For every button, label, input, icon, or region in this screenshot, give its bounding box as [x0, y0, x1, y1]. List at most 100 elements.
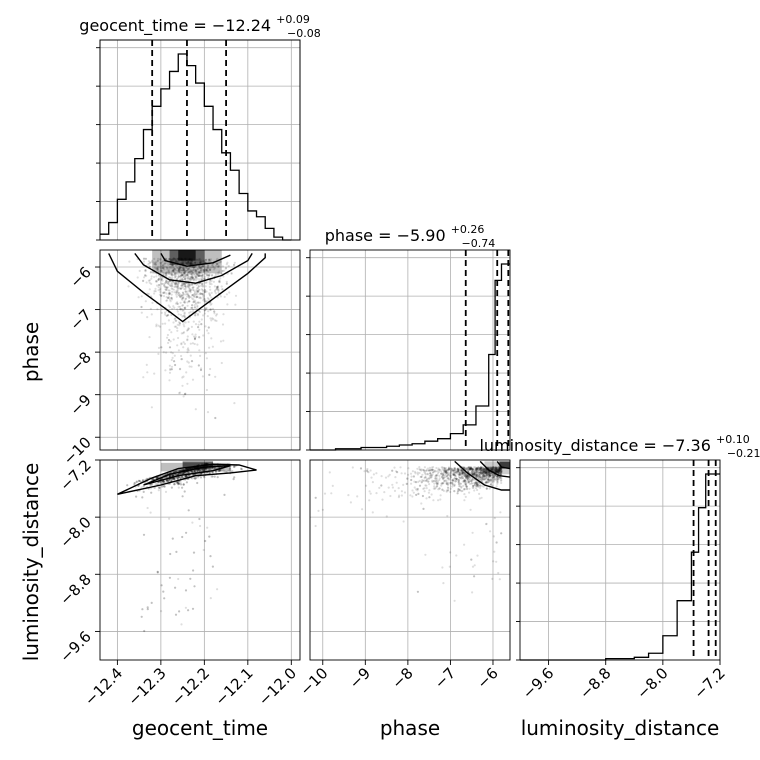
sample-point: [471, 467, 474, 470]
sample-point: [169, 300, 172, 303]
sample-point: [449, 481, 452, 485]
sample-point: [172, 305, 175, 308]
sample-point: [467, 467, 470, 470]
sample-point: [175, 282, 178, 285]
sample-point: [217, 469, 220, 473]
xlabel-phase: phase: [380, 716, 440, 740]
sample-point: [435, 480, 438, 483]
sample-point: [190, 266, 193, 269]
sample-point: [142, 490, 145, 493]
sample-point: [163, 480, 166, 483]
sample-point: [497, 466, 500, 469]
sample-point: [193, 337, 197, 340]
sample-point: [161, 276, 164, 279]
sample-point: [468, 467, 471, 470]
sample-point: [369, 469, 372, 472]
sample-point: [150, 483, 153, 486]
sample-point: [160, 481, 163, 484]
sample-point: [391, 469, 394, 472]
sample-point: [178, 305, 182, 308]
sample-point: [397, 487, 400, 490]
sample-point: [165, 299, 169, 302]
sample-point: [167, 478, 170, 482]
sample-point: [178, 294, 181, 297]
sample-point: [166, 333, 169, 337]
sample-point: [495, 470, 499, 474]
sample-point: [173, 477, 176, 480]
sample-point: [451, 468, 454, 471]
sample-point: [475, 471, 478, 474]
sample-point: [149, 511, 152, 514]
sample-point: [498, 469, 501, 472]
sample-point: [208, 267, 211, 270]
sample-point: [210, 337, 213, 340]
sample-point: [182, 273, 185, 276]
sample-point: [168, 283, 171, 286]
sample-point: [465, 481, 468, 484]
sample-point: [192, 266, 195, 269]
sample-point: [223, 269, 226, 272]
sample-point: [150, 261, 153, 264]
sample-point: [472, 478, 475, 481]
sample-point: [198, 270, 201, 274]
axes-frame: [519, 459, 721, 661]
sample-point: [456, 478, 459, 481]
sample-point: [455, 477, 458, 480]
sample-point: [206, 526, 209, 529]
sample-point: [205, 268, 208, 271]
sample-point: [182, 282, 185, 285]
sample-point: [203, 469, 206, 472]
sample-point: [451, 483, 454, 486]
sample-point: [195, 276, 198, 279]
sample-point: [167, 291, 171, 295]
sample-point: [157, 278, 160, 281]
sample-point: [140, 615, 143, 618]
sample-point: [126, 484, 129, 487]
sample-point: [168, 346, 172, 349]
sample-point: [164, 288, 167, 291]
sample-point: [471, 531, 474, 534]
sample-point: [488, 466, 491, 469]
sample-point: [215, 314, 218, 317]
sample-point: [495, 469, 498, 472]
sample-point: [218, 270, 221, 273]
sample-point: [471, 470, 474, 473]
sample-point: [455, 479, 458, 482]
sample-point: [484, 470, 487, 473]
sample-point: [431, 468, 434, 471]
sample-point: [474, 467, 477, 470]
sample-point: [184, 270, 187, 273]
sample-point: [400, 494, 403, 497]
sample-point: [197, 468, 200, 471]
sample-point: [175, 293, 178, 296]
sample-point: [174, 470, 177, 473]
sample-point: [172, 288, 175, 291]
sample-point: [471, 467, 474, 470]
sample-point: [482, 472, 485, 475]
sample-point: [178, 266, 181, 269]
sample-point: [487, 473, 490, 477]
sample-point: [464, 467, 467, 470]
sample-point: [476, 467, 479, 470]
sample-point: [478, 474, 481, 477]
sample-point: [457, 468, 460, 471]
sample-point: [474, 481, 477, 484]
sample-point: [171, 478, 174, 481]
sample-point: [195, 296, 198, 299]
sample-point: [498, 471, 501, 474]
sample-point: [468, 491, 471, 494]
sample-point: [176, 276, 180, 279]
sample-point: [452, 472, 455, 475]
sample-point: [494, 474, 497, 477]
sample-point: [462, 480, 466, 483]
sample-point: [455, 554, 458, 557]
sample-point: [198, 271, 201, 274]
sample-point: [484, 471, 488, 474]
sample-point: [454, 473, 457, 476]
sample-point: [181, 535, 184, 539]
sample-point: [201, 275, 204, 278]
sample-point: [479, 468, 482, 471]
sample-point: [167, 338, 171, 342]
sample-point: [500, 471, 503, 474]
sample-point: [158, 481, 161, 484]
